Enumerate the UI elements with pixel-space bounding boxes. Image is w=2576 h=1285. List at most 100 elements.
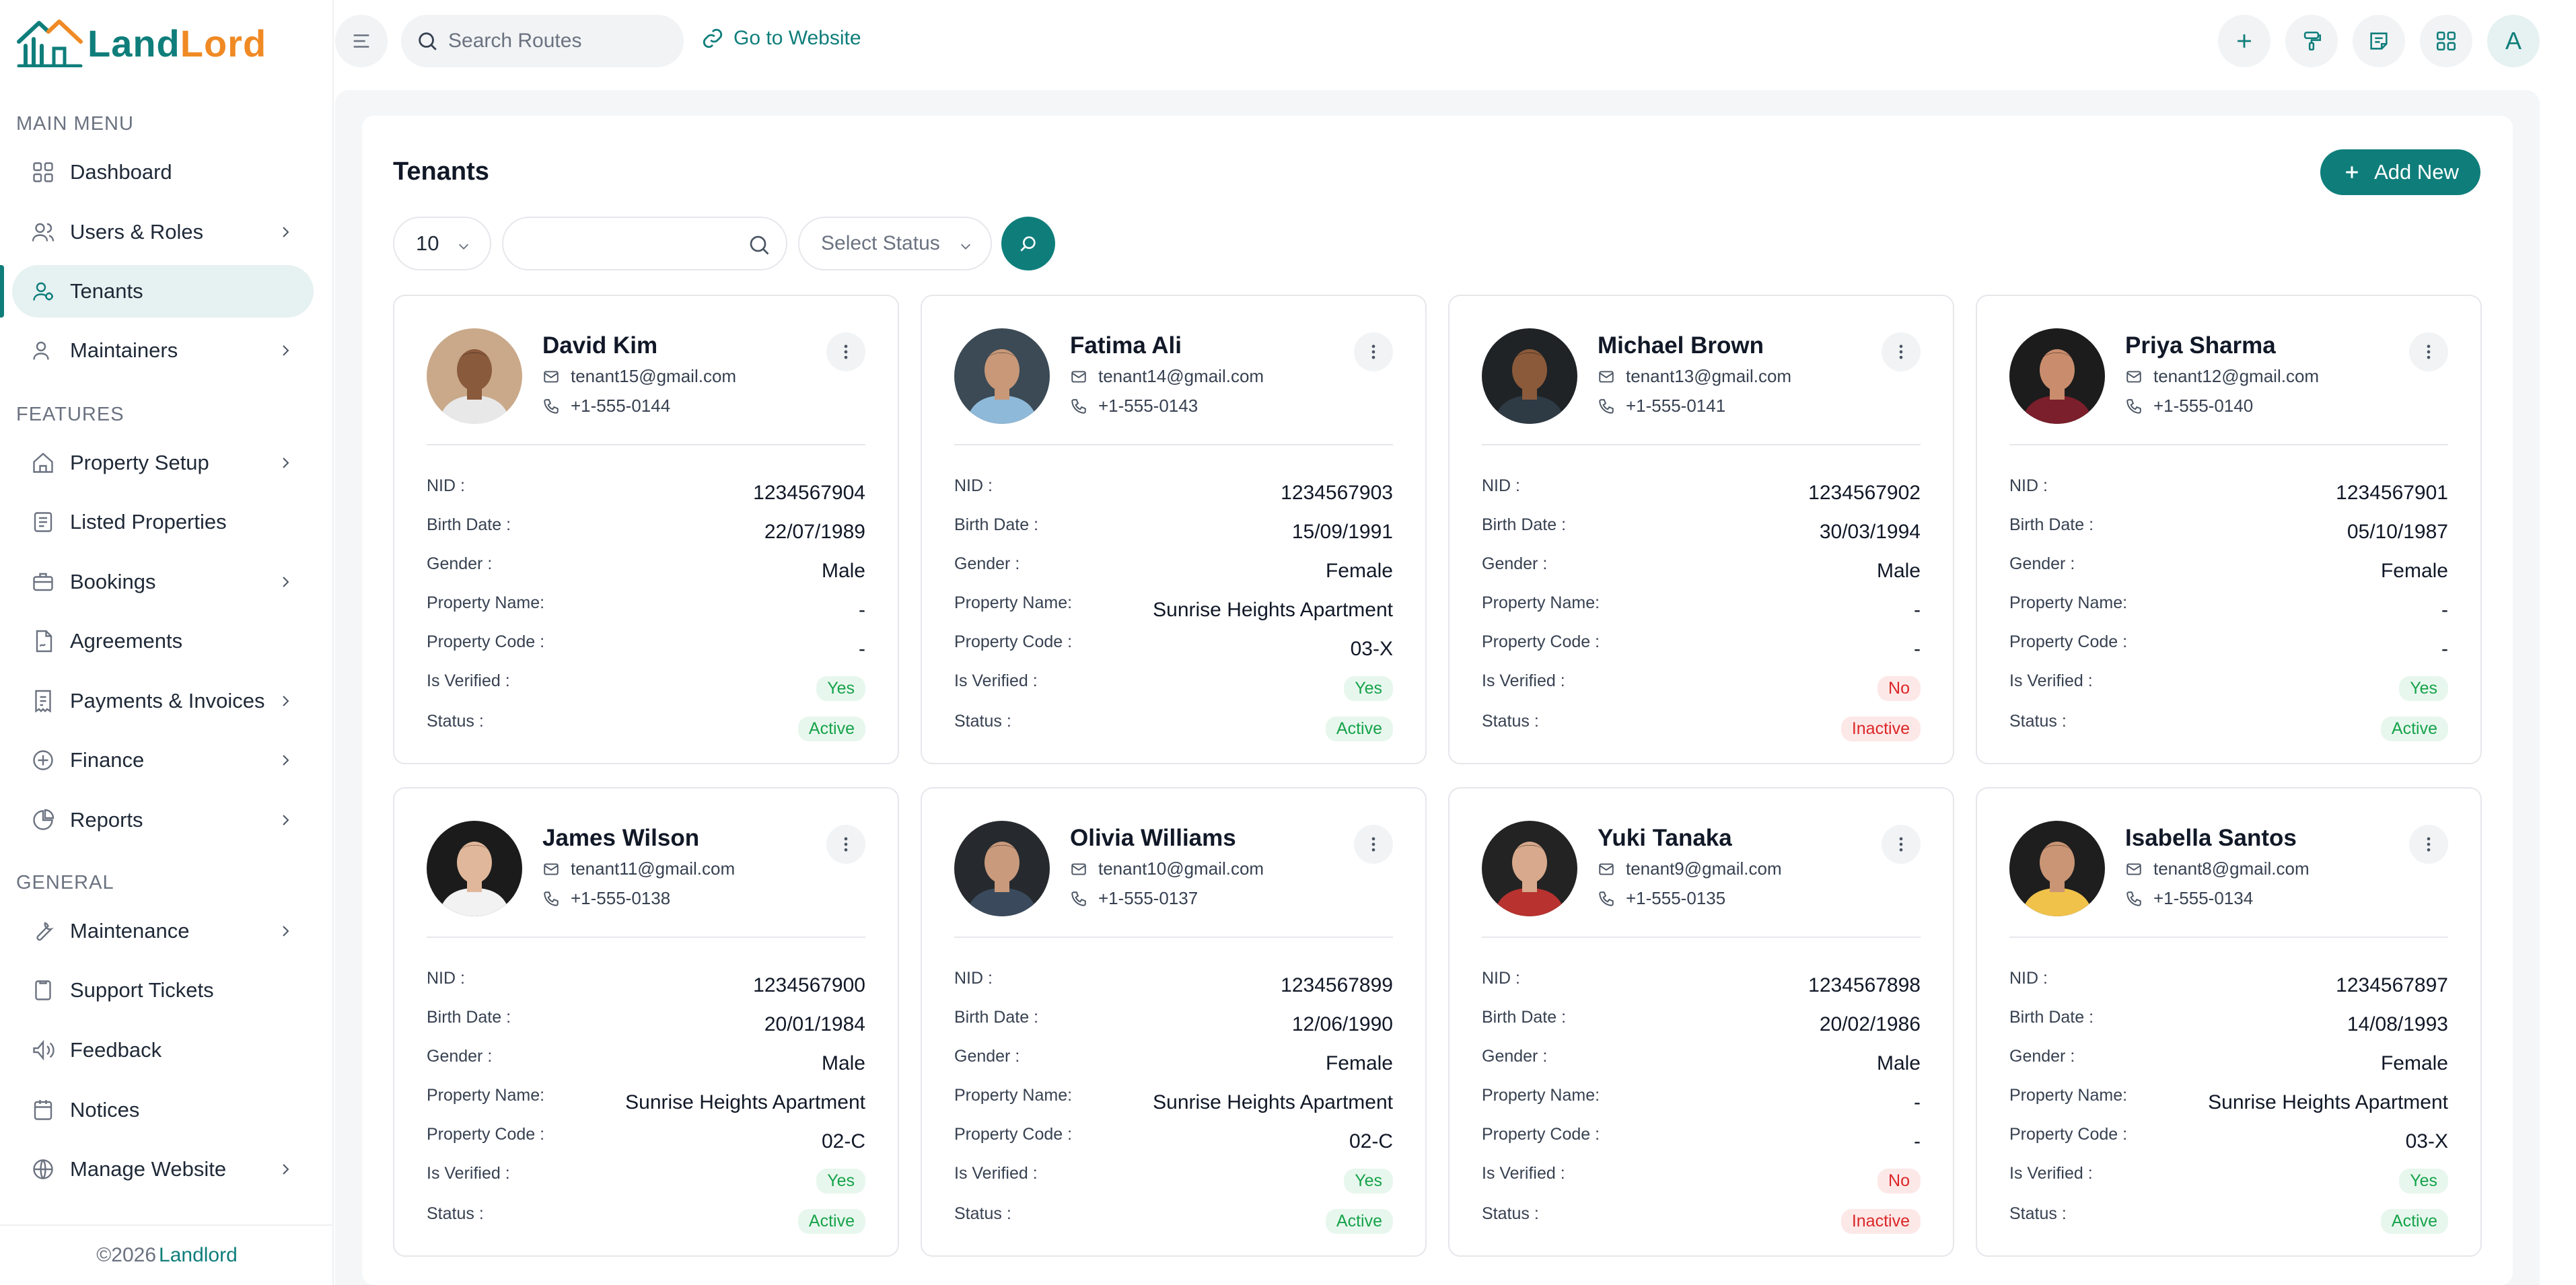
tenant-photo xyxy=(954,821,1050,916)
birth-label: Birth Date : xyxy=(2009,515,2094,534)
footer-brand-link[interactable]: Landlord xyxy=(159,1244,238,1266)
users-icon xyxy=(30,219,57,246)
filter-search-button[interactable] xyxy=(1001,217,1055,270)
card-menu-button[interactable] xyxy=(1882,825,1921,864)
nid-label: NID : xyxy=(1482,969,1520,988)
user-avatar-button[interactable]: A xyxy=(2487,15,2540,67)
tenant-phone: +1-555-0143 xyxy=(1070,396,1198,416)
mail-icon xyxy=(1071,370,1086,383)
per-page-select[interactable]: 10 xyxy=(393,217,491,270)
tenant-icon xyxy=(30,278,57,305)
tenant-email: tenant9@gmail.com xyxy=(1598,858,1782,879)
phone-icon xyxy=(1071,891,1086,906)
sidebar-item-maintainers[interactable]: Maintainers xyxy=(12,324,314,377)
tenant-card[interactable]: Yuki Tanaka tenant9@gmail.com +1-555-013… xyxy=(1448,787,1954,1257)
theme-customizer-button[interactable] xyxy=(2285,15,2338,67)
tenant-card[interactable]: Michael Brown tenant13@gmail.com +1-555-… xyxy=(1448,295,1954,764)
route-search[interactable] xyxy=(401,15,684,67)
status-label: Status : xyxy=(427,1204,484,1223)
sidebar-item-dashboard[interactable]: Dashboard xyxy=(12,146,314,198)
sidebar-item-feedback[interactable]: Feedback xyxy=(12,1024,314,1076)
section-label-features: FEATURES xyxy=(16,404,124,425)
more-vertical-icon xyxy=(1371,837,1375,852)
birth-value: 14/08/1993 xyxy=(2347,1013,2448,1035)
ticket-icon xyxy=(30,977,57,1004)
status-row: Status : Active xyxy=(2009,712,2448,745)
sidebar-item-support-tickets[interactable]: Support Tickets xyxy=(12,964,314,1017)
sidebar-item-tenants[interactable]: Tenants xyxy=(12,265,314,318)
more-vertical-icon xyxy=(1899,837,1903,852)
nid-row: NID : 1234567904 xyxy=(427,476,865,510)
verified-row: Is Verified : Yes xyxy=(427,671,865,705)
sidebar-item-label: Maintenance xyxy=(70,919,190,943)
tenant-card[interactable]: Priya Sharma tenant12@gmail.com +1-555-0… xyxy=(1976,295,2482,764)
status-select[interactable]: Select Status xyxy=(798,217,992,270)
sidebar-item-label: Users & Roles xyxy=(70,220,204,244)
birth-row: Birth Date : 05/10/1987 xyxy=(2009,515,2448,549)
sidebar-item-agreements[interactable]: Agreements xyxy=(12,615,314,667)
card-divider xyxy=(2009,444,2448,445)
tenant-card[interactable]: David Kim tenant15@gmail.com +1-555-0144… xyxy=(393,295,899,764)
search-icon xyxy=(419,32,437,50)
card-menu-button[interactable] xyxy=(1354,825,1393,864)
tenant-card[interactable]: Isabella Santos tenant8@gmail.com +1-555… xyxy=(1976,787,2482,1257)
logo-wordmark: LandLord xyxy=(87,22,267,65)
birth-label: Birth Date : xyxy=(954,1008,1039,1027)
verified-row: Is Verified : Yes xyxy=(2009,671,2448,705)
quick-add-button[interactable] xyxy=(2218,15,2270,67)
nid-row: NID : 1234567900 xyxy=(427,969,865,1002)
apps-button[interactable] xyxy=(2420,15,2472,67)
property-code-label: Property Code : xyxy=(954,1125,1073,1144)
card-menu-button[interactable] xyxy=(1882,332,1921,371)
card-divider xyxy=(2009,937,2448,938)
nid-label: NID : xyxy=(954,969,993,988)
tenant-phone-text: +1-555-0143 xyxy=(1098,396,1198,416)
nid-row: NID : 1234567899 xyxy=(954,969,1393,1002)
sidebar-item-notices[interactable]: Notices xyxy=(12,1084,314,1136)
birth-value: 15/09/1991 xyxy=(1291,521,1393,543)
section-label-general: GENERAL xyxy=(16,872,114,893)
tenant-card[interactable]: Olivia Williams tenant10@gmail.com +1-55… xyxy=(921,787,1427,1257)
card-menu-button[interactable] xyxy=(826,825,865,864)
sidebar-item-property-setup[interactable]: Property Setup xyxy=(12,437,314,489)
gender-value: Female xyxy=(1325,1052,1393,1074)
birth-row: Birth Date : 14/08/1993 xyxy=(2009,1008,2448,1041)
sidebar-item-payments-invoices[interactable]: Payments & Invoices xyxy=(12,675,314,727)
sidebar-item-bookings[interactable]: Bookings xyxy=(12,556,314,608)
search-input[interactable] xyxy=(448,30,664,52)
sidebar-item-manage-website[interactable]: Manage Website xyxy=(12,1143,314,1196)
tenant-email: tenant13@gmail.com xyxy=(1598,366,1791,387)
go-to-website-link[interactable]: Go to Website xyxy=(701,27,861,50)
sidebar-item-users-roles[interactable]: Users & Roles xyxy=(12,206,314,258)
card-menu-button[interactable] xyxy=(826,332,865,371)
tenant-card[interactable]: Fatima Ali tenant14@gmail.com +1-555-014… xyxy=(921,295,1427,764)
tenant-name: James Wilson xyxy=(542,825,700,851)
status-label: Status : xyxy=(1482,1204,1539,1223)
tenant-photo xyxy=(954,328,1050,424)
gender-row: Gender : Female xyxy=(954,1047,1393,1080)
sidebar-item-reports[interactable]: Reports xyxy=(12,794,314,846)
card-menu-button[interactable] xyxy=(2409,332,2448,371)
card-menu-button[interactable] xyxy=(1354,332,1393,371)
add-new-button[interactable]: Add New xyxy=(2320,149,2480,195)
tenant-phone-text: +1-555-0137 xyxy=(1098,888,1198,908)
tenant-photo xyxy=(2009,821,2105,916)
chevron-right-icon xyxy=(277,224,293,240)
property-code-value: - xyxy=(859,638,865,660)
notes-button[interactable] xyxy=(2353,15,2405,67)
status-row: Status : Inactive xyxy=(1482,1204,1921,1238)
menu-toggle-button[interactable] xyxy=(335,15,388,67)
status-badge: Active xyxy=(1325,1208,1393,1234)
card-menu-button[interactable] xyxy=(2409,825,2448,864)
gender-row: Gender : Female xyxy=(2009,1047,2448,1080)
mail-icon xyxy=(1071,862,1086,875)
sidebar-item-listed-properties[interactable]: Listed Properties xyxy=(12,496,314,548)
tenant-search-field[interactable] xyxy=(502,217,787,270)
tenant-card[interactable]: James Wilson tenant11@gmail.com +1-555-0… xyxy=(393,787,899,1257)
phone-icon xyxy=(1599,891,1614,906)
sidebar-item-finance[interactable]: Finance xyxy=(12,734,314,786)
app-logo[interactable]: LandLord xyxy=(16,17,266,69)
sidebar-item-maintenance[interactable]: Maintenance xyxy=(12,905,314,957)
tenant-email: tenant15@gmail.com xyxy=(542,366,736,387)
nid-value: 1234567904 xyxy=(753,482,865,504)
